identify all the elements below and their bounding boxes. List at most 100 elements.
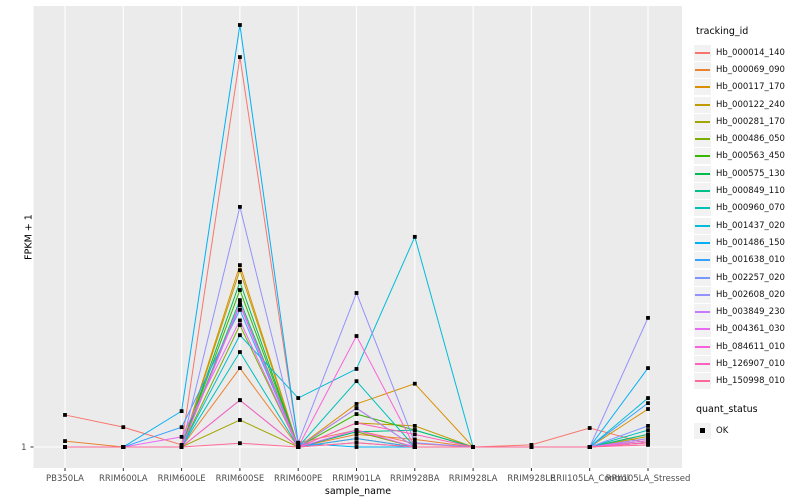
data-point (238, 307, 242, 312)
legend-key-line (695, 224, 710, 227)
legend-key-line (695, 190, 710, 193)
legend-item-label: Hb_001437_020 (716, 220, 785, 231)
data-point (354, 428, 359, 433)
legend-key-swatch (694, 148, 711, 165)
y-axis-title: FPKM + 1 (23, 214, 35, 260)
data-point (238, 23, 242, 27)
data-point (412, 445, 417, 449)
x-axis-title: sample_name (324, 486, 392, 497)
legend-item-label: Hb_000122_240 (716, 99, 785, 110)
legend-key-swatch (694, 252, 711, 269)
data-point (412, 440, 417, 445)
legend-key-swatch (694, 422, 711, 439)
data-point (296, 440, 301, 445)
legend-item-Hb_000122_240: Hb_000122_240 (694, 96, 798, 113)
data-point (238, 323, 242, 327)
legend-item-label: Hb_001638_010 (716, 255, 785, 266)
data-point (646, 440, 650, 445)
legend-item-Hb_000281_170: Hb_000281_170 (694, 113, 798, 130)
legend-title-quant-status: quant_status (696, 403, 758, 415)
data-point (238, 204, 242, 209)
data-point (646, 434, 650, 439)
data-point (646, 428, 650, 433)
legend-key-line (695, 138, 710, 141)
data-point (63, 413, 67, 417)
legend-item-label: Hb_003849_230 (716, 307, 785, 318)
legend-key-line (695, 293, 710, 296)
legend-item-Hb_000960_070: Hb_000960_070 (694, 200, 798, 217)
data-point (354, 334, 359, 338)
legend-panel: tracking_id Hb_000014_140 Hb_000069_090 Hb… (694, 26, 798, 439)
legend-item-label: Hb_002608_020 (716, 289, 785, 300)
legend-key-swatch (694, 131, 711, 148)
data-point (354, 421, 359, 425)
data-point (179, 445, 184, 449)
data-point (471, 445, 475, 449)
legend-item-Hb_126907_010: Hb_126907_010 (694, 355, 798, 372)
legend-item-label: Hb_000960_070 (716, 203, 785, 214)
data-point (646, 438, 650, 443)
x-tick-label: RRIM600SE (216, 474, 265, 484)
data-point (646, 401, 650, 406)
data-point (238, 333, 242, 338)
data-point (238, 398, 242, 403)
legend-item-label: Hb_000486_050 (716, 134, 785, 145)
legend-item-label: Hb_000563_450 (716, 151, 785, 162)
legend-item-label: Hb_000849_110 (716, 186, 785, 197)
x-tick-label: RRII105LA_Control (550, 474, 629, 484)
data-point (121, 445, 126, 449)
data-point (238, 298, 242, 303)
legend-item-label: Hb_000575_130 (716, 168, 785, 179)
data-point (412, 424, 417, 428)
data-point (238, 318, 242, 323)
x-tick-label: RRIM928BA (390, 474, 440, 484)
data-point (529, 445, 534, 449)
data-point (646, 407, 650, 411)
legend-key-swatch (694, 286, 711, 303)
data-point (121, 425, 126, 430)
legend-key-swatch (694, 44, 711, 61)
legend-item-label: Hb_000281_170 (716, 116, 785, 127)
data-point (238, 441, 242, 446)
data-point (354, 436, 359, 441)
data-point (354, 432, 359, 437)
data-point (354, 367, 359, 371)
legend-key-line (695, 328, 710, 331)
data-point (238, 280, 242, 284)
legend-item-Hb_000014_140: Hb_000014_140 (694, 44, 798, 61)
legend-title-tracking-id: tracking_id (696, 26, 749, 37)
data-point (238, 268, 242, 273)
legend-item-Hb_001638_010: Hb_001638_010 (694, 252, 798, 269)
legend-item-Hb_003849_230: Hb_003849_230 (694, 303, 798, 321)
x-tick-label: RRII105LA_Stressed (606, 474, 691, 484)
legend-item-label: Hb_002257_020 (716, 272, 785, 283)
data-point (179, 409, 184, 414)
legend-key-line (695, 155, 710, 158)
data-point (354, 379, 359, 384)
data-point (646, 396, 650, 400)
data-point (587, 445, 592, 449)
legend-key-swatch (694, 61, 711, 78)
legend-key-swatch (694, 113, 711, 130)
data-point (179, 442, 184, 447)
data-point (296, 445, 301, 449)
data-point (354, 406, 359, 411)
data-point (238, 366, 242, 370)
data-point (412, 234, 417, 239)
legend-item-label: Hb_150998_010 (716, 376, 785, 387)
legend-item-Hb_000563_450: Hb_000563_450 (694, 148, 798, 165)
legend-key-line (695, 86, 710, 89)
legend-item-label: Hb_000117_170 (716, 82, 785, 93)
panel-background (33, 6, 682, 468)
legend-item-Hb_000486_050: Hb_000486_050 (694, 130, 798, 148)
legend-items-quant-status: OK (694, 422, 798, 439)
data-point (238, 301, 242, 306)
legend-key-swatch (694, 321, 711, 338)
x-tick-label: RRIM901LA (332, 474, 381, 484)
data-point (238, 263, 242, 268)
data-point (646, 424, 650, 428)
data-point (354, 412, 359, 416)
data-point (179, 425, 184, 430)
legend-key-line (695, 241, 710, 244)
legend-item-Hb_000575_130: Hb_000575_130 (694, 165, 798, 182)
